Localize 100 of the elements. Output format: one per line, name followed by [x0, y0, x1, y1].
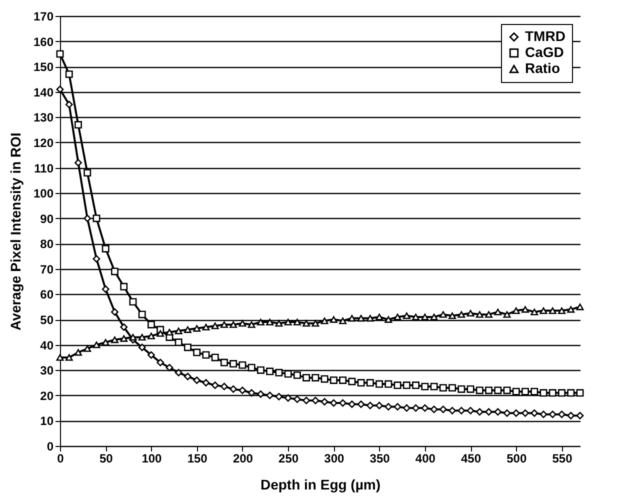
point: [111, 336, 118, 344]
y-tick-label: 130: [33, 110, 54, 125]
point: [156, 330, 164, 337]
point: [238, 320, 246, 327]
point: [56, 50, 64, 58]
point: [230, 360, 238, 368]
y-tick-label: 110: [34, 161, 54, 176]
x-tick-label: 0: [57, 452, 64, 466]
point: [330, 399, 338, 407]
point: [230, 385, 238, 393]
point: [439, 406, 447, 414]
point: [376, 380, 384, 388]
point: [522, 388, 529, 396]
point: [466, 385, 474, 393]
x-tick-label: 200: [232, 452, 254, 466]
point: [458, 385, 466, 393]
point: [394, 314, 402, 320]
point: [439, 311, 447, 318]
point: [120, 323, 128, 331]
point: [156, 358, 164, 366]
y-axis-title: Average Pixel Intensity in ROI: [7, 132, 24, 330]
point: [266, 368, 274, 376]
point: [448, 406, 456, 414]
point: [166, 364, 174, 372]
point: [147, 351, 155, 359]
y-tick-label: 40: [40, 338, 54, 352]
point: [211, 354, 219, 362]
point: [485, 386, 493, 394]
x-tick-label: 150: [187, 452, 208, 466]
point: [320, 317, 328, 324]
point: [348, 314, 356, 322]
point: [211, 322, 219, 330]
point: [339, 317, 347, 324]
point: [512, 388, 520, 396]
y-tick-label: 170: [33, 10, 54, 24]
point: [476, 386, 484, 394]
point: [522, 306, 529, 313]
point: [540, 410, 548, 418]
point: [421, 314, 429, 320]
x-tick-label: 550: [552, 452, 573, 466]
point: [129, 298, 137, 306]
point: [567, 412, 575, 420]
point: [330, 316, 338, 323]
point: [567, 306, 575, 313]
y-tick-label: 70: [40, 262, 54, 276]
point: [476, 408, 484, 416]
point: [193, 348, 201, 356]
point: [166, 328, 174, 336]
point: [412, 382, 420, 390]
point: [558, 307, 566, 314]
point: [74, 121, 82, 128]
point: [147, 320, 155, 328]
point: [220, 358, 228, 366]
point: [330, 376, 338, 384]
point: [92, 214, 100, 222]
point: [412, 314, 420, 320]
point: [522, 409, 529, 417]
point: [230, 321, 238, 328]
point: [430, 314, 438, 320]
point: [548, 389, 556, 397]
point: [102, 285, 110, 293]
point: [284, 318, 292, 326]
point: [202, 379, 210, 386]
point: [266, 318, 274, 326]
point: [357, 314, 365, 322]
point: [548, 410, 556, 418]
point: [494, 386, 502, 394]
point: [376, 314, 384, 320]
point: [138, 344, 146, 352]
point: [421, 404, 429, 412]
point: [147, 332, 155, 340]
point: [458, 311, 466, 318]
legend-label: Ratio: [525, 60, 560, 76]
point: [476, 311, 484, 318]
point: [448, 312, 456, 320]
point: [74, 349, 82, 356]
point: [102, 244, 110, 252]
y-tick-label: 60: [40, 288, 54, 302]
point: [548, 307, 556, 314]
point: [503, 409, 511, 417]
point: [348, 400, 356, 408]
x-tick-label: 400: [415, 452, 436, 466]
point: [184, 372, 192, 380]
point: [576, 304, 584, 310]
y-tick-label: 100: [33, 186, 54, 201]
point: [357, 379, 365, 386]
point: [512, 409, 520, 417]
point: [439, 384, 447, 392]
point: [256, 318, 264, 326]
point: [120, 335, 128, 342]
y-tick-label: 120: [33, 136, 54, 150]
point: [138, 310, 146, 318]
point: [293, 371, 301, 379]
point: [220, 382, 228, 390]
point: [357, 400, 365, 408]
point: [302, 320, 310, 327]
point: [567, 389, 575, 397]
point: [74, 158, 82, 166]
point: [111, 308, 118, 316]
point: [92, 342, 100, 348]
